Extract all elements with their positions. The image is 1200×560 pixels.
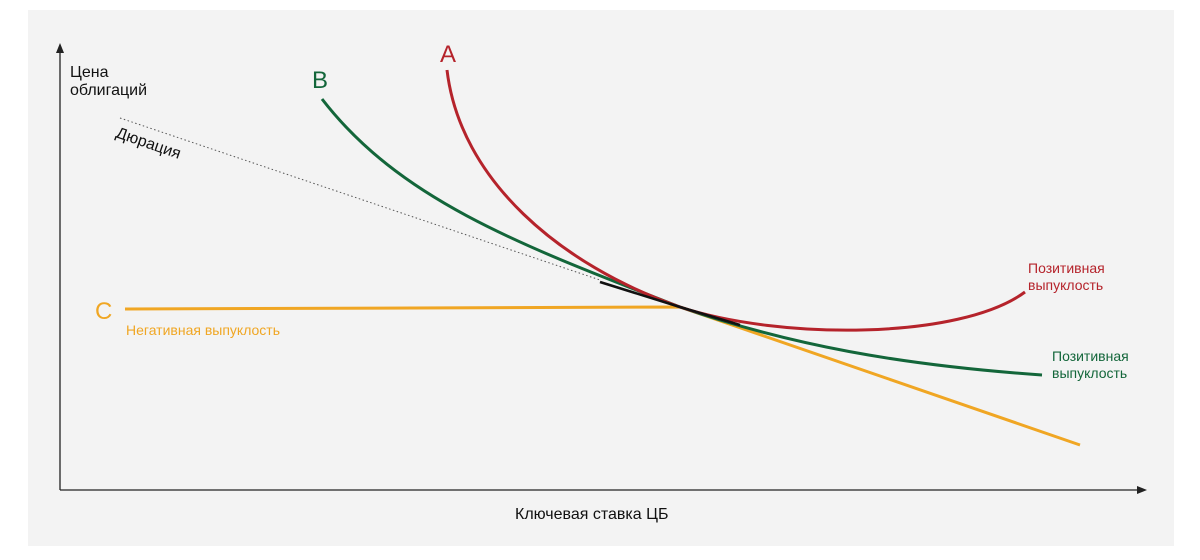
curve-b-note-line1: Позитивная xyxy=(1052,348,1129,364)
curve-b-note-line2: выпуклость xyxy=(1052,365,1127,381)
curve-b xyxy=(320,98,1043,377)
curve-c-note: Негативная выпуклость xyxy=(126,322,280,338)
tangent-point-segment xyxy=(599,280,741,327)
curve-c-letter: C xyxy=(95,298,112,325)
duration-label: Дюрация xyxy=(114,125,183,163)
duration-line xyxy=(119,117,601,281)
curve-b-letter: B xyxy=(312,67,328,94)
y-axis-label-line2: облигаций xyxy=(70,82,147,99)
curve-a-note-line1: Позитивная xyxy=(1028,260,1105,276)
curve-a xyxy=(445,69,1026,332)
x-axis-label: Ключевая ставка ЦБ xyxy=(515,506,668,523)
diagram-panel xyxy=(28,10,1174,546)
y-axis-label-line1: Цена xyxy=(70,64,109,81)
x-axis-arrow xyxy=(1137,486,1147,494)
curve-a-letter: A xyxy=(440,41,456,68)
curve-a-note-line2: выпуклость xyxy=(1028,277,1103,293)
y-axis-arrow xyxy=(56,43,64,53)
